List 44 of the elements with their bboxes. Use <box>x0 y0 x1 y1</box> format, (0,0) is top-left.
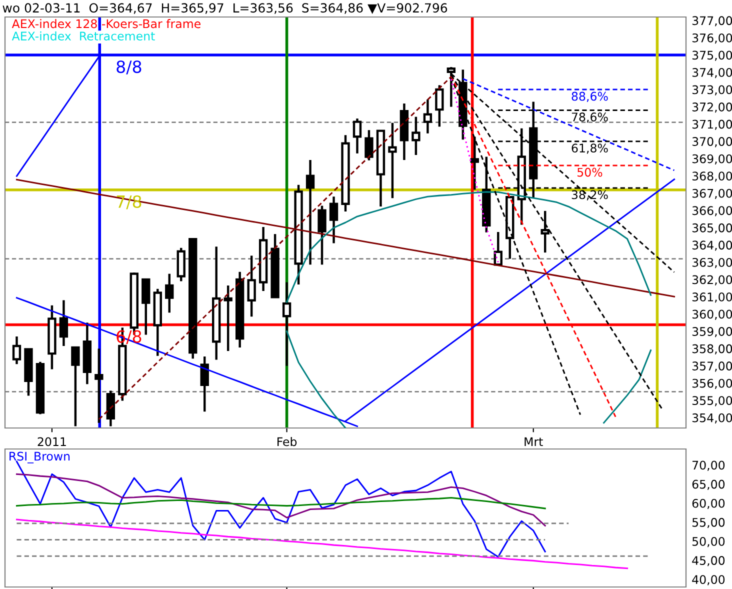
y-tick-label: 369,00 <box>692 154 732 164</box>
x-tick-label: Feb <box>278 437 297 446</box>
y-tick-label: 366,00 <box>692 206 732 216</box>
y-tick-label: 359,00 <box>692 327 732 338</box>
y-tick-label: 50,00 <box>692 536 725 548</box>
series-label: 78,6% <box>572 112 608 123</box>
y-tick-label: 371,00 <box>692 120 732 130</box>
y-tick-label: 354,00 <box>692 413 732 424</box>
y-tick-label: 372,00 <box>692 102 732 113</box>
y-tick-label: 362,00 <box>692 275 732 286</box>
y-tick-label: 365,00 <box>692 223 732 234</box>
y-tick-label: 356,00 <box>692 378 732 389</box>
y-tick-label: 375,00 <box>692 50 732 61</box>
series-label: 61,8% <box>572 144 608 154</box>
y-tick-label: 364,00 <box>692 240 732 251</box>
series-label: 88,6% <box>572 92 608 102</box>
y-tick-label: 355,00 <box>692 396 732 406</box>
y-tick-label: 60,00 <box>692 498 725 509</box>
y-tick-label: 65,00 <box>692 480 725 490</box>
x-tick-label: Mrt <box>524 437 543 446</box>
y-tick-label: 376,00 <box>692 33 732 44</box>
y-tick-label: 370,00 <box>692 137 732 148</box>
y-tick-label: 374,00 <box>692 68 732 78</box>
x-tick-label: 2011 <box>38 437 66 446</box>
y-tick-label: 367,00 <box>692 188 732 199</box>
y-tick-label: 368,00 <box>692 172 732 182</box>
annotation: AEX-index Retracement <box>12 31 155 41</box>
series-label: RSI_Brown <box>10 452 70 464</box>
y-tick-label: 55,00 <box>692 518 725 528</box>
y-tick-label: 363,00 <box>692 258 732 268</box>
y-tick-label: 361,00 <box>692 292 732 303</box>
y-tick-label: 358,00 <box>692 344 732 354</box>
series-label: 38,2% <box>572 190 608 200</box>
y-tick-label: 70,00 <box>692 460 725 471</box>
series-label: 50% <box>578 168 602 177</box>
y-tick-label: 40,00 <box>692 575 725 586</box>
chart-subtitle: AEX-index 128 -Koers-Bar frame <box>12 19 200 28</box>
y-tick-label: 360,00 <box>692 310 732 320</box>
y-tick-label: 357,00 <box>692 362 732 372</box>
annotation: 8/8 <box>116 60 142 74</box>
y-tick-label: 377,00 <box>692 16 732 26</box>
y-tick-label: 373,00 <box>692 85 732 96</box>
y-tick-label: 45,00 <box>692 556 725 566</box>
chart-title: wo 02-03-11 O=364,67 H=365,97 L=363,56 S=364,86 ▼V=902.796 <box>2 3 448 14</box>
